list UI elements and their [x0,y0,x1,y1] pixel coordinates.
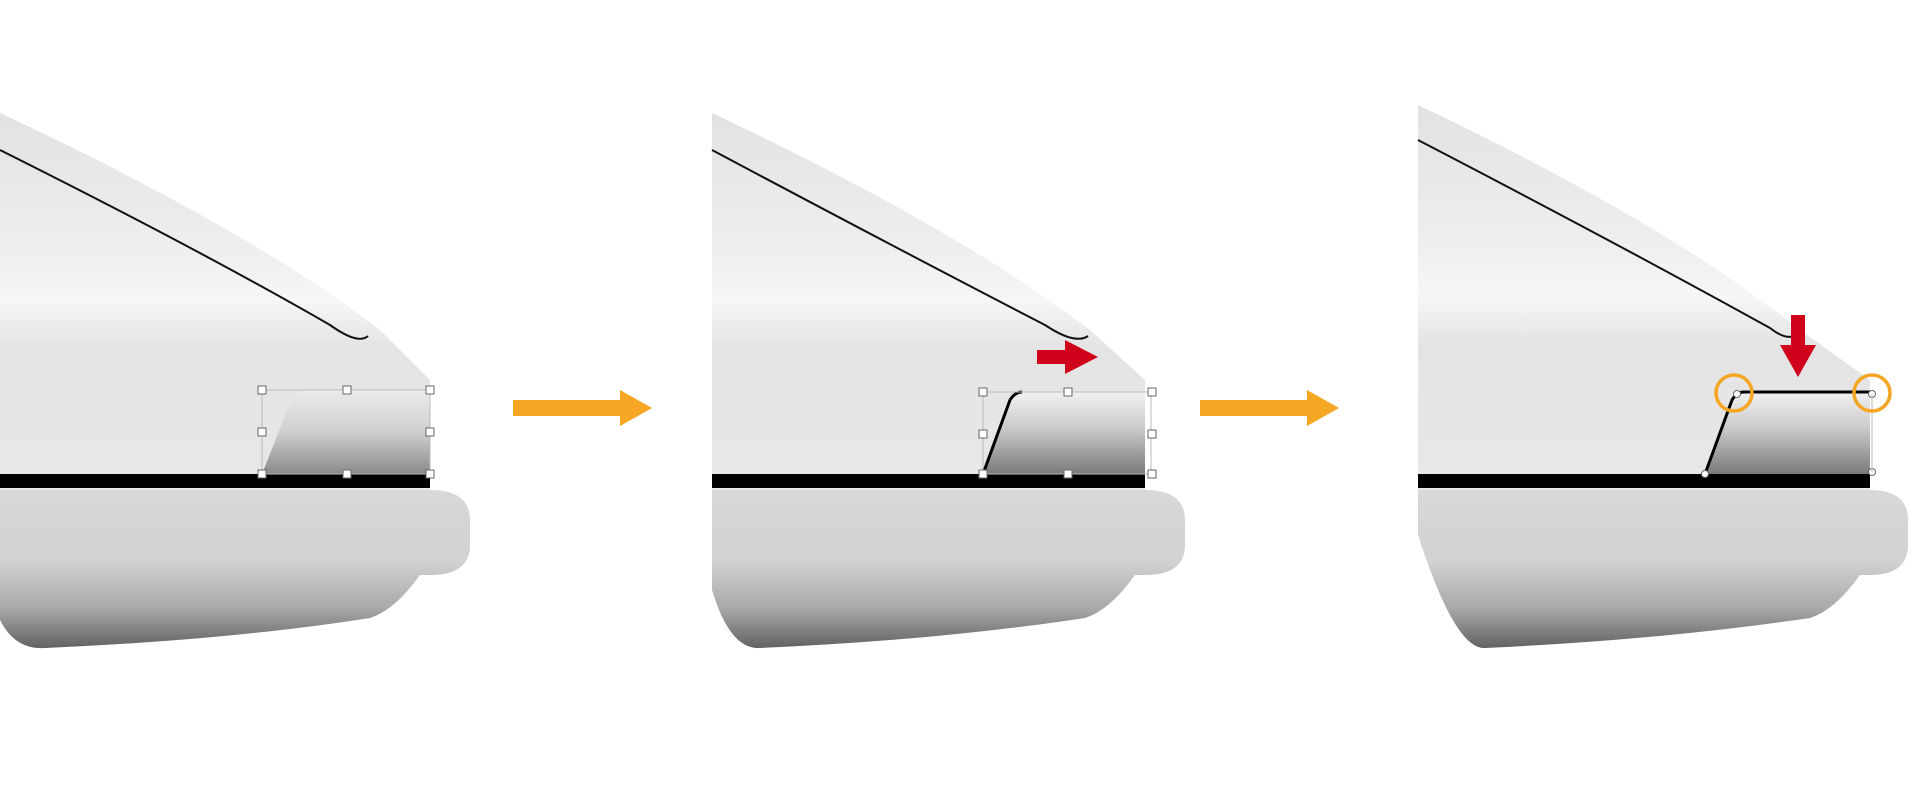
bumper [712,490,1185,649]
window-line [711,149,1089,340]
tail-lamp-shape [262,390,430,474]
trim-line [0,474,430,488]
step-2-panel [711,113,1185,649]
trim-line [1418,474,1870,488]
window-line [0,149,369,340]
move-right-indicator-icon [1037,340,1098,374]
step-3-panel [1417,105,1908,649]
corner-highlight-icon [1714,373,1754,413]
window-line [1417,139,1797,338]
arrow-right-icon [513,390,652,426]
move-down-indicator-icon [1780,315,1816,377]
corner-highlight-icon [1852,373,1892,413]
arrow-right-icon [1200,390,1339,426]
bumper [0,490,470,649]
tail-lamp-shape [983,392,1145,474]
selection-handles[interactable] [978,387,1157,479]
bumper [1418,490,1908,649]
selection-handles[interactable] [257,385,435,479]
tail-lamp-shape [1705,392,1870,474]
anchor-points[interactable] [1701,390,1876,478]
trim-line [712,474,1145,488]
step-1-panel [0,113,470,649]
